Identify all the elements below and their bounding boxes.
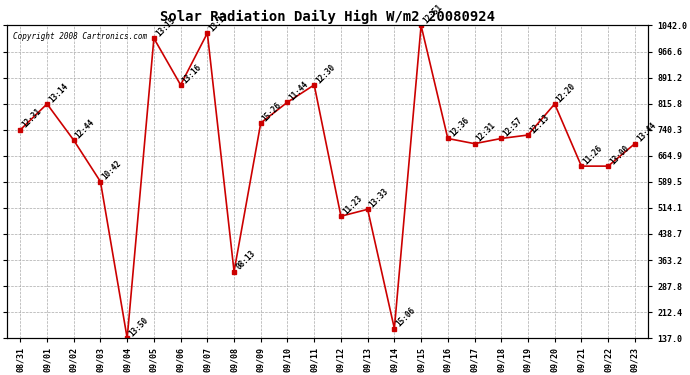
Text: 12:51: 12:51: [421, 3, 444, 26]
Text: 10:42: 10:42: [101, 159, 124, 182]
Text: 11:44: 11:44: [288, 80, 310, 102]
Text: 13:14: 13:14: [47, 81, 70, 104]
Text: 13:00: 13:00: [608, 143, 631, 166]
Text: 11:23: 11:23: [341, 194, 364, 216]
Text: 08:13: 08:13: [234, 249, 257, 272]
Text: 12:57: 12:57: [501, 116, 524, 138]
Text: 12:20: 12:20: [555, 81, 578, 104]
Text: 13:15: 13:15: [154, 15, 177, 38]
Text: 12:31: 12:31: [20, 107, 43, 130]
Text: Copyright 2008 Cartronics.com: Copyright 2008 Cartronics.com: [13, 32, 148, 41]
Text: 12:30: 12:30: [314, 62, 337, 85]
Text: 12:13: 12:13: [528, 112, 551, 135]
Title: Solar Radiation Daily High W/m2 20080924: Solar Radiation Daily High W/m2 20080924: [160, 10, 495, 24]
Text: 11:26: 11:26: [582, 143, 604, 166]
Text: 15:26: 15:26: [261, 100, 284, 123]
Text: 12:31: 12:31: [475, 121, 497, 144]
Text: 13:33: 13:33: [368, 187, 391, 209]
Text: 12:36: 12:36: [448, 116, 471, 138]
Text: 12:44: 12:44: [74, 117, 97, 140]
Text: 13:50: 13:50: [127, 315, 150, 338]
Text: 15:06: 15:06: [395, 306, 417, 328]
Text: 13:16: 13:16: [181, 62, 204, 85]
Text: 13:17: 13:17: [207, 10, 230, 33]
Text: 13:44: 13:44: [635, 121, 658, 144]
